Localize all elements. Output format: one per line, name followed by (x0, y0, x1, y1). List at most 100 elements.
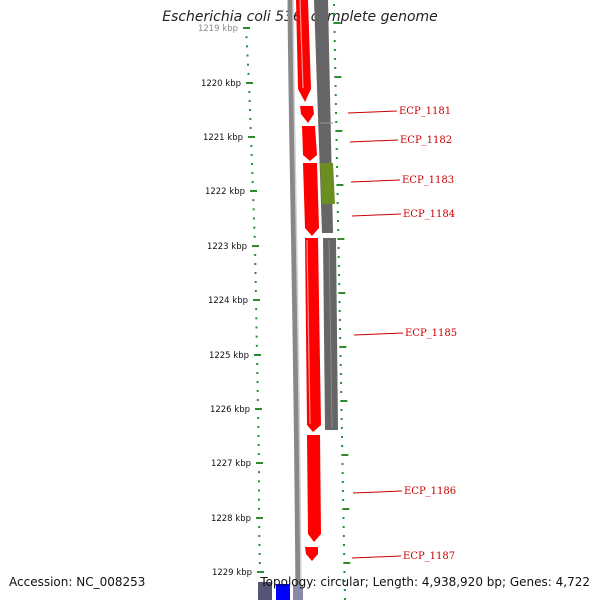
ruler-dash (333, 13, 336, 15)
ruler-dash (342, 517, 345, 519)
minor-tick (254, 272, 257, 274)
minor-tick (256, 390, 259, 392)
hit-track (314, 0, 338, 430)
ruler-dash (335, 157, 338, 159)
ruler-dash (336, 202, 339, 204)
backbone-inner (292, 0, 302, 600)
minor-tick (250, 145, 253, 147)
ruler-dash (334, 85, 337, 87)
major-tick (257, 571, 264, 573)
ruler-dash (334, 76, 342, 78)
ruler-dash (343, 598, 346, 600)
gene-label[interactable]: ECP_1186 (404, 486, 456, 497)
gene-leader-line (349, 139, 399, 143)
major-tick (248, 136, 255, 138)
ruler-dash (341, 454, 349, 456)
gene-label[interactable]: ECP_1183 (402, 175, 454, 186)
tick-label: 1229 kbp (212, 568, 252, 578)
tick-label: 1219 kbp (198, 24, 238, 34)
minor-tick (253, 217, 255, 220)
major-tick (243, 27, 250, 29)
ruler-dash (341, 463, 344, 465)
minor-tick (250, 154, 253, 156)
minor-tick (247, 63, 249, 66)
minor-tick (258, 553, 261, 555)
ruler-dash (333, 4, 336, 6)
ruler-dash (338, 283, 341, 285)
minor-tick (258, 526, 261, 528)
ruler-dash (341, 445, 344, 447)
ruler-dash (334, 103, 337, 105)
ruler-dash (340, 391, 343, 393)
minor-tick (256, 399, 259, 401)
minor-tick (249, 127, 252, 129)
minor-tick (246, 54, 249, 57)
ruler-dash (343, 589, 346, 591)
ruler-dash (341, 472, 344, 474)
gene-labels: ECP_1181 ECP_1182 ECP_1183 ECP_1184 ECP_1185… (347, 106, 457, 562)
ruler-dash (335, 148, 338, 150)
gene-leader-line (351, 213, 402, 217)
ruler-dash (339, 337, 342, 339)
ruler-dash (336, 175, 339, 177)
minor-tick (258, 480, 260, 483)
minor-tick (258, 507, 260, 510)
ruler-dash (337, 238, 345, 240)
minor-tick (256, 381, 259, 383)
ruler-dash (334, 94, 337, 96)
cds-arrow-top[interactable] (296, 0, 311, 102)
ruler-dash (339, 373, 342, 375)
ruler-dash (333, 31, 336, 33)
gene-label[interactable]: ECP_1185 (405, 328, 457, 339)
minor-tick (257, 444, 260, 446)
cds-arrow-ecp-1181[interactable] (300, 106, 314, 123)
gene-label[interactable]: ECP_1187 (403, 551, 455, 562)
ruler-dash (339, 328, 342, 330)
gene-label[interactable]: ECP_1181 (399, 106, 451, 117)
ruler-dash (336, 184, 344, 186)
tick-label: 1223 kbp (207, 242, 247, 252)
hit-segment-green[interactable] (320, 163, 335, 204)
minor-tick (246, 45, 248, 48)
ruler-dash (340, 400, 348, 402)
gene-label[interactable]: ECP_1182 (400, 135, 452, 146)
minor-tick (258, 535, 261, 537)
ruler-dash (336, 193, 339, 195)
tick-label: 1228 kbp (211, 514, 251, 524)
minor-tick (253, 235, 256, 238)
tick-scale: 1219 kbp 1220 kbp 1221 kbp 1222 kbp 1223 kbp… (198, 24, 264, 578)
ruler-dash (340, 382, 343, 384)
ruler-dash (338, 274, 341, 276)
gene-label[interactable]: ECP_1184 (403, 209, 455, 220)
minor-tick (252, 208, 255, 211)
ruler-dash (338, 319, 341, 321)
ruler-dash (340, 409, 343, 411)
ruler-dash (336, 211, 339, 213)
cds-arrow-ecp-1186[interactable] (307, 435, 321, 542)
accession-label: Accession: NC_008253 (9, 575, 146, 589)
ruler-dash (342, 508, 350, 510)
cds-arrow-ecp-1183-1184[interactable] (303, 163, 319, 236)
ruler-dash (343, 580, 346, 582)
major-tick (253, 299, 260, 301)
ruler-dash (342, 526, 345, 528)
ruler-dash (336, 166, 339, 168)
minor-tick (254, 281, 257, 283)
cds-arrow-ecp-1187[interactable] (305, 547, 318, 561)
minor-tick (257, 435, 260, 437)
backbone-outer (287, 0, 301, 600)
ruler-dash (338, 292, 346, 294)
ruler-dash (343, 553, 346, 555)
minor-tick (257, 426, 260, 428)
major-tick (256, 462, 263, 464)
minor-tick (247, 72, 250, 75)
minor-tick (255, 317, 258, 320)
ruler-dash (334, 58, 337, 60)
cds-arrow-ecp-1182[interactable] (302, 126, 317, 161)
major-tick (246, 82, 253, 84)
gene-leader-line (350, 179, 401, 183)
ruler-dash (334, 67, 337, 69)
minor-tick (255, 344, 258, 347)
minor-tick (255, 308, 258, 311)
